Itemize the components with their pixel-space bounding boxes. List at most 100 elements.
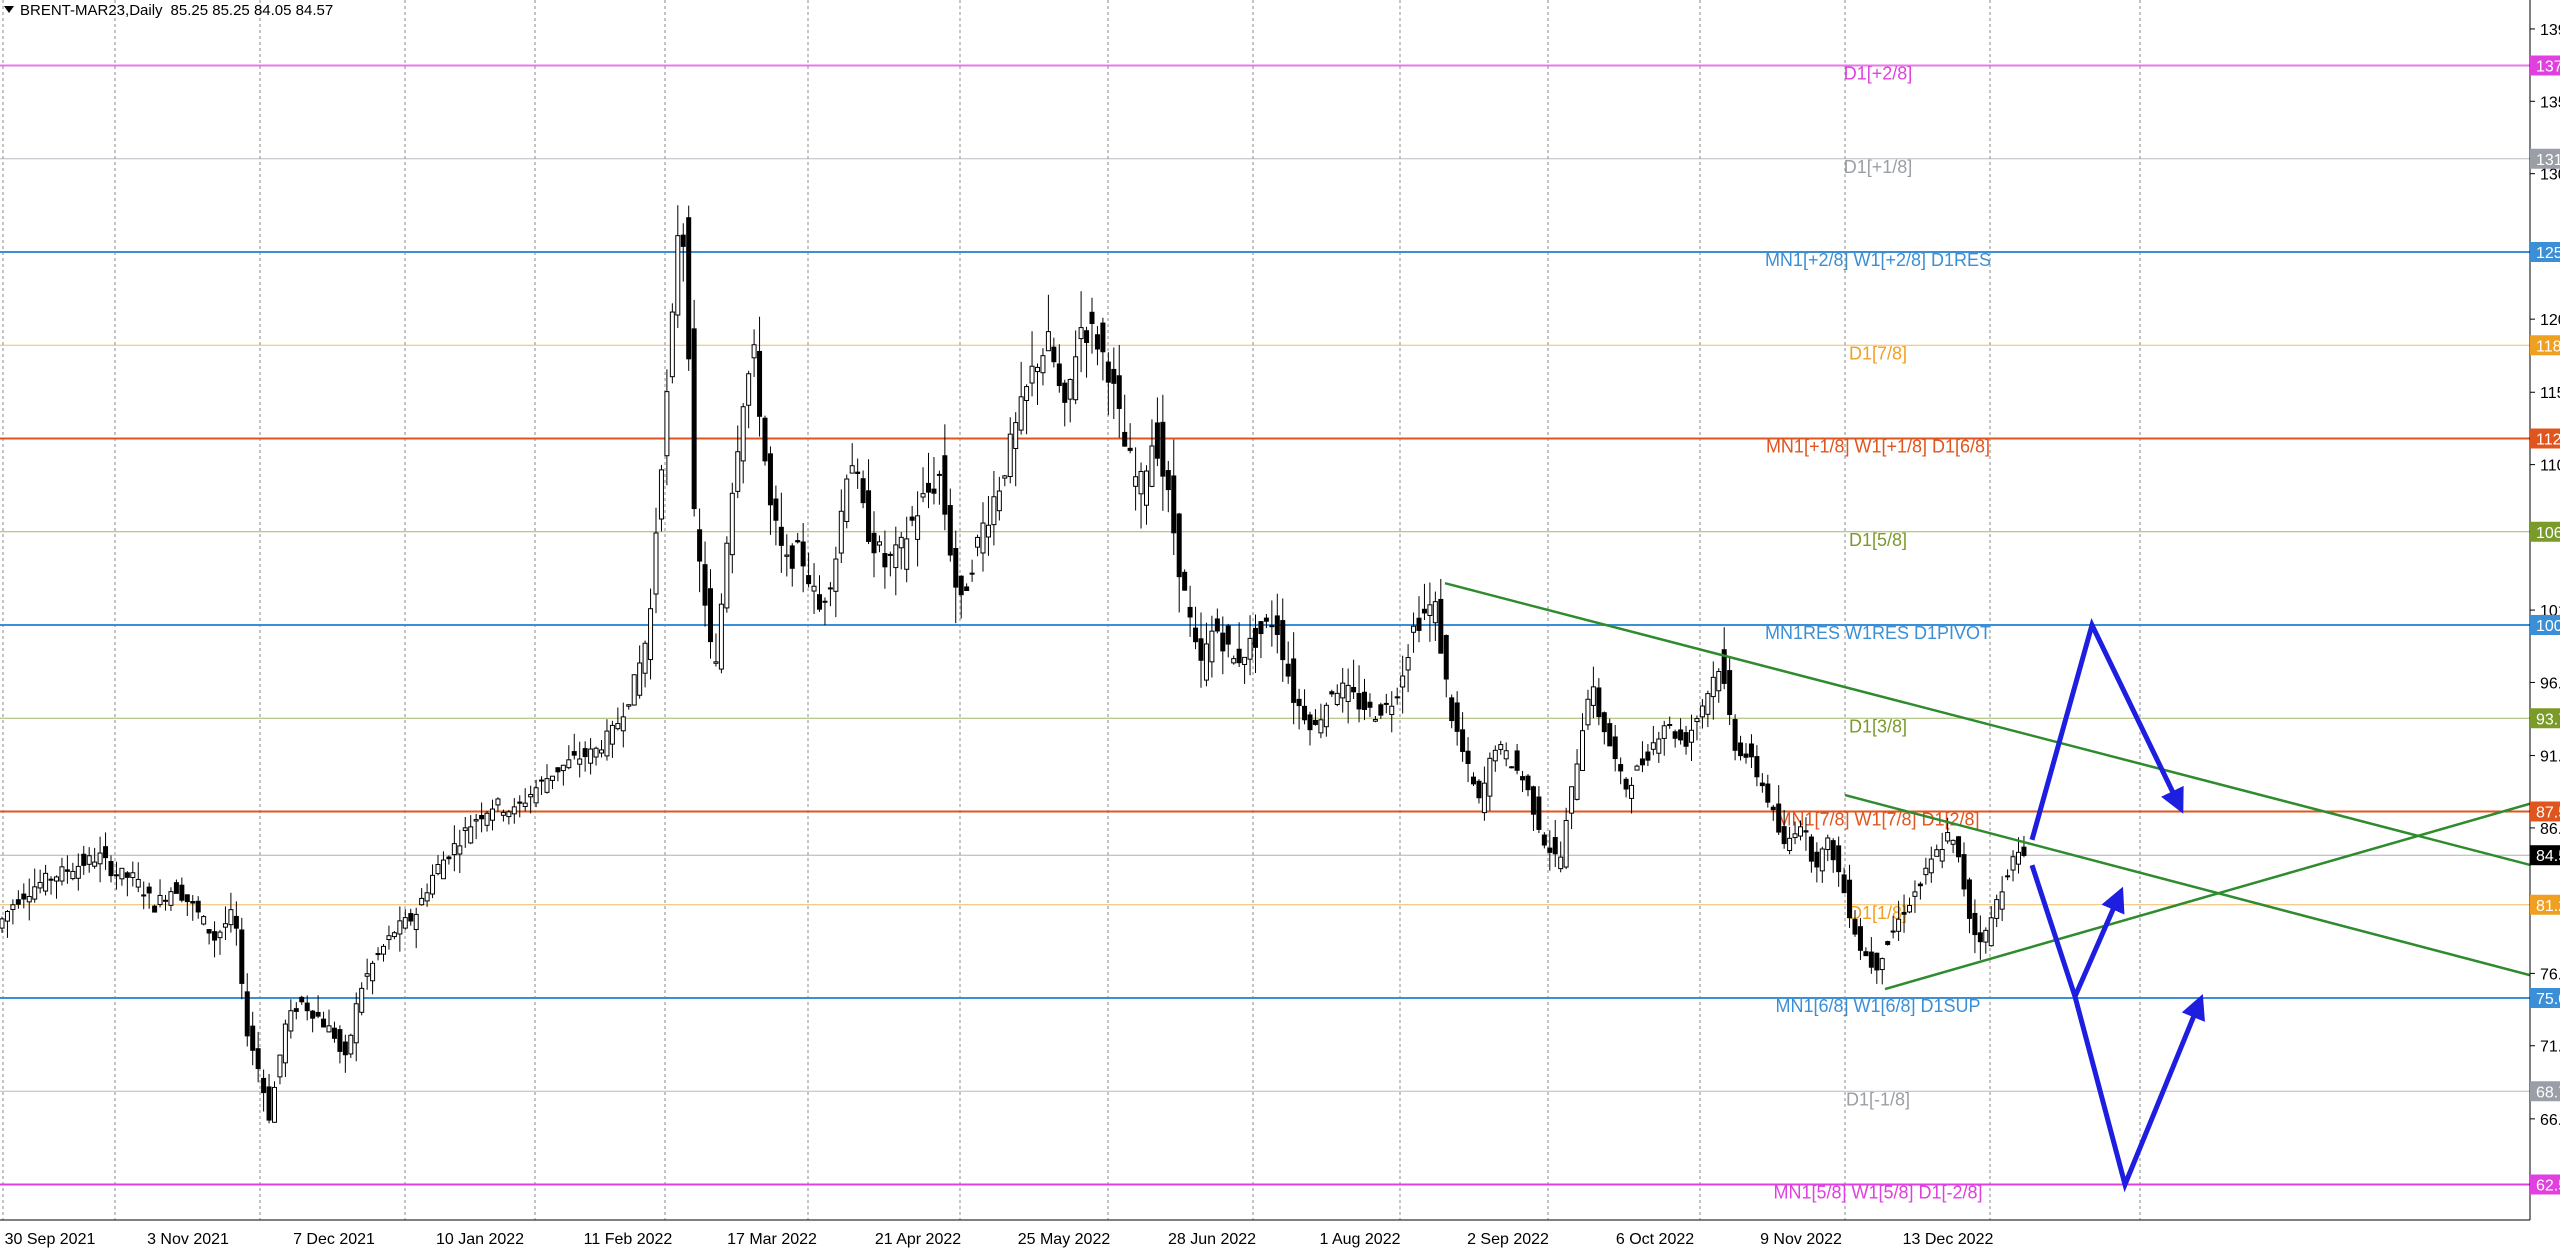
candle-body (92, 861, 98, 867)
candle-body (1966, 879, 1972, 919)
candle-body (1340, 682, 1346, 699)
candle-body (686, 217, 692, 360)
candle-body (1013, 422, 1019, 450)
candle-body (190, 901, 196, 904)
candle-body (1187, 606, 1193, 618)
candle-body (762, 417, 768, 462)
candle-body (1868, 951, 1874, 968)
candle-body (1105, 361, 1111, 383)
candle-body (1111, 368, 1117, 384)
candle-body (833, 558, 839, 592)
candle-body (893, 544, 899, 569)
candle-body (767, 453, 773, 506)
candle-body (735, 451, 741, 492)
trendline (1444, 582, 2560, 874)
candle-body (1334, 692, 1340, 705)
candle-body (54, 876, 59, 882)
candle-body (1127, 447, 1133, 451)
candle-body (680, 234, 686, 247)
candle-body (1830, 840, 1836, 861)
y-tick-label: 110.75 (2540, 458, 2560, 475)
level-price-tag-label: 62.50 (2536, 1178, 2560, 1195)
candle-body (1045, 331, 1051, 352)
candle-body (490, 808, 495, 821)
candle-body (811, 585, 817, 592)
candle-body (1705, 693, 1711, 715)
candle-body (1247, 637, 1253, 660)
candle-body (909, 516, 915, 521)
candle-body (1580, 730, 1585, 771)
candle-body (1650, 742, 1656, 750)
candle-body (348, 1034, 354, 1055)
candle-body (124, 872, 130, 878)
candle-body (1492, 749, 1498, 762)
candle-body (784, 554, 790, 557)
candle-body (152, 905, 158, 913)
candle-body (1078, 327, 1084, 340)
candle-body (70, 870, 76, 880)
candle-body (822, 600, 828, 603)
candle-body (1541, 834, 1547, 846)
level-price-tag (2530, 988, 2560, 1008)
candle-body (168, 891, 174, 906)
candle-body (1956, 836, 1962, 858)
candle-body (593, 747, 599, 758)
candle-body (1781, 826, 1787, 845)
candle-body (626, 704, 632, 707)
candle-body (195, 900, 201, 913)
candle-body (1432, 601, 1438, 624)
candle-body (1857, 926, 1863, 951)
level-label: MN1[6/8] W1[6/8] D1SUP (1775, 996, 1980, 1016)
candle-body (1563, 819, 1569, 868)
collapse-triangle-icon[interactable] (4, 6, 14, 13)
candle-body (21, 893, 27, 900)
candle-body (359, 987, 365, 1013)
candle-body (288, 1010, 294, 1032)
candle-body (1154, 422, 1160, 459)
candle-body (1994, 899, 2000, 919)
candle-body (1770, 806, 1776, 811)
candle-body (887, 553, 893, 556)
candle-body (201, 916, 207, 925)
candle-body (1291, 658, 1297, 703)
candle-body (1280, 620, 1286, 661)
x-tick-label: 28 Jun 2022 (1168, 1231, 1256, 1248)
candle-body (1214, 618, 1220, 632)
candle-body (1460, 729, 1466, 752)
candle-body (898, 536, 904, 549)
candle-body (713, 661, 719, 664)
candle-body (495, 798, 501, 806)
candle-body (1738, 742, 1744, 757)
candle-body (795, 540, 801, 543)
candle-body (2016, 851, 2021, 865)
candle-body (996, 490, 1002, 512)
candle-body (419, 897, 425, 906)
level-price-tag-label: 100.00 (2536, 618, 2560, 635)
time-axis: 30 Sep 2021 3 Nov 2021 7 Dec 2021 10 Jan 20… (5, 1231, 1994, 1248)
candle-body (364, 973, 370, 977)
y-tick-label: 66.90 (2540, 1112, 2560, 1129)
candle-body (212, 931, 218, 941)
candle-body (10, 904, 16, 910)
candle-body (1607, 723, 1613, 747)
candle-body (1917, 883, 1923, 887)
candle-body (1149, 445, 1155, 487)
candle-body (642, 642, 648, 674)
forecast-arrow (2072, 994, 2205, 1193)
candle-body (697, 529, 703, 562)
y-tick-label: 86.40 (2540, 821, 2560, 838)
level-label: MN1[+2/8] W1[+2/8] D1RES (1765, 250, 1991, 270)
candle-body (931, 488, 937, 494)
candle-body (599, 749, 604, 754)
level-price-tag (2530, 1174, 2560, 1195)
candle-body (751, 344, 757, 359)
candle-body (1841, 874, 1847, 894)
candle-body (1536, 796, 1542, 830)
candle-body (413, 913, 419, 930)
candle-body (1296, 698, 1302, 707)
x-tick-label: 17 Mar 2022 (727, 1231, 817, 1248)
candle-body (1073, 356, 1079, 401)
candle-body (424, 892, 430, 902)
candle-body (708, 588, 713, 643)
